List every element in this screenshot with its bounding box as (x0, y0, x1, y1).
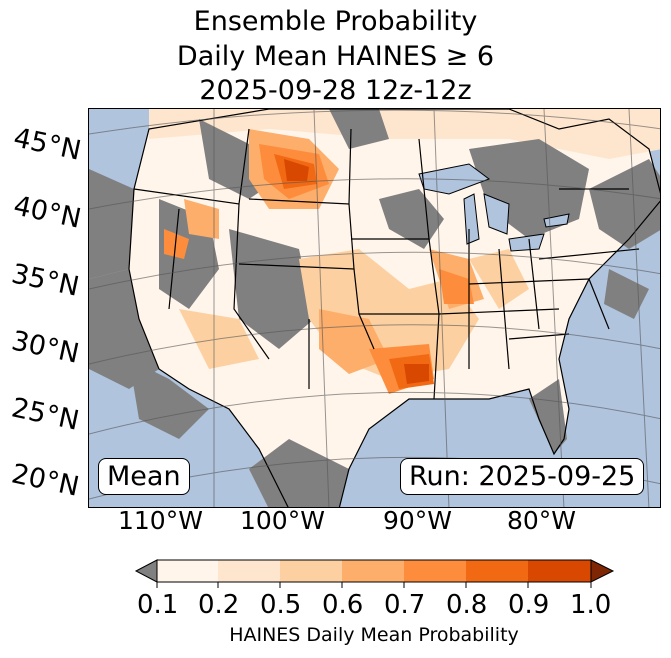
run-date-box: Run: 2025-09-25 (400, 458, 645, 495)
colorbar-tick-0.5: 0.5 (260, 590, 302, 620)
stat-box: Mean (98, 458, 190, 495)
colorbar-tick-0.2: 0.2 (198, 590, 240, 620)
colorbar-bin-0.7-0.8 (404, 560, 466, 582)
colorbar-title: HAINES Daily Mean Probability (229, 624, 519, 646)
state-boundaries (128, 109, 660, 507)
colorbar-bin-0.2-0.5 (218, 560, 280, 582)
colorbar (134, 559, 615, 588)
map-canvas (89, 109, 660, 507)
graticule (89, 109, 660, 507)
lon-label-80w: 80°W (507, 506, 577, 535)
colorbar-ticks (156, 582, 592, 588)
lat-label-35n: 35°N (8, 258, 82, 303)
title-line-2: Daily Mean HAINES ≥ 6 (176, 41, 495, 72)
lon-label-90w: 90°W (383, 506, 453, 535)
lat-label-40n: 40°N (10, 190, 84, 235)
colorbar-outline (156, 559, 592, 583)
colorbar-tick-1.0: 1.0 (570, 590, 612, 620)
colorbar-bin-0.8-0.9 (466, 560, 528, 582)
colorbar-tick-0.9: 0.9 (508, 590, 550, 620)
colorbar-tick-0.6: 0.6 (322, 590, 364, 620)
lon-label-110w: 110°W (118, 506, 203, 535)
colorbar-under-arrow (134, 559, 158, 583)
lat-label-25n: 25°N (8, 392, 82, 437)
colorbar-over-arrow (590, 559, 615, 583)
title-line-1: Ensemble Probability (193, 6, 478, 37)
lat-label-45n: 45°N (10, 122, 84, 167)
lat-label-20n: 20°N (8, 458, 82, 503)
colorbar-tick-0.8: 0.8 (446, 590, 488, 620)
colorbar-bin-0.6-0.7 (342, 560, 404, 582)
title-line-3: 2025-09-28 12z-12z (199, 75, 472, 106)
probability-map (88, 108, 661, 508)
canada-region (149, 109, 660, 159)
lon-label-100w: 100°W (240, 506, 325, 535)
colorbar-bin-0.5-0.6 (280, 560, 342, 582)
colorbar-tick-0.7: 0.7 (384, 590, 426, 620)
colorbar-tick-0.1: 0.1 (137, 590, 179, 620)
colorbar-bin-0.1-0.2 (157, 560, 218, 582)
lat-label-30n: 30°N (8, 325, 82, 370)
probability-0.9-1.0 (284, 159, 429, 384)
colorbar-bin-0.9-1.0 (528, 560, 591, 582)
